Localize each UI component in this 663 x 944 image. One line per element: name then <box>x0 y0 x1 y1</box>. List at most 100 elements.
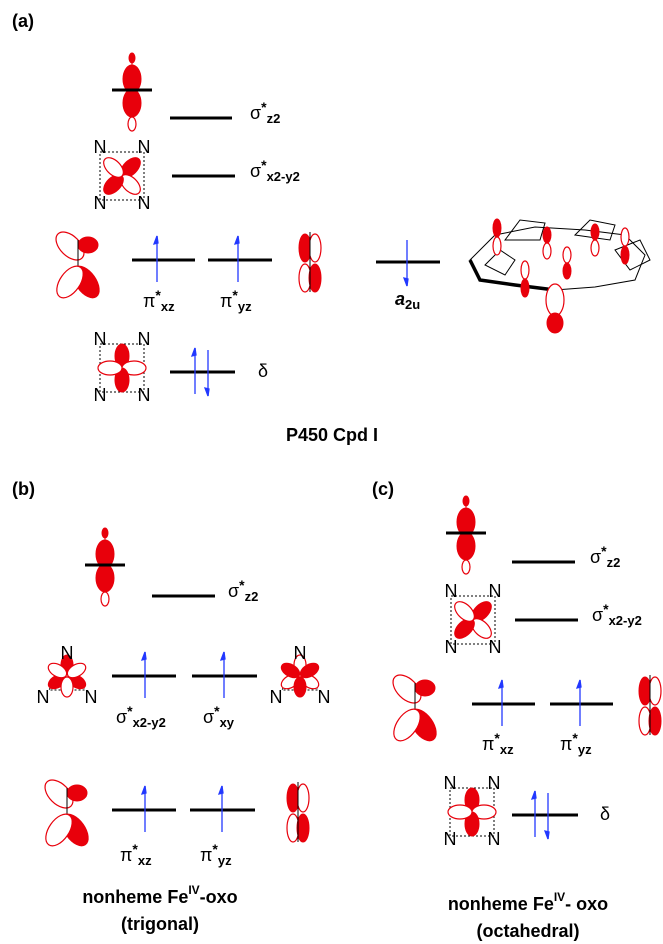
title-text: P450 Cpd I <box>286 425 378 445</box>
trigonal-orbital: NNN <box>270 643 331 707</box>
atom: N <box>489 637 502 657</box>
level-label: σ*x2-y2 <box>592 601 642 629</box>
symbol: σ <box>116 707 127 727</box>
atom: N <box>37 687 50 707</box>
atom: N <box>138 193 151 213</box>
symbol: σ <box>250 161 261 181</box>
dz2-orbital <box>85 528 125 606</box>
symbol: σ <box>590 547 601 567</box>
level-label: σ*z2 <box>250 99 280 127</box>
sub: x2-y2 <box>609 613 642 628</box>
atom: N <box>138 329 151 349</box>
level-label: π*yz <box>560 730 592 758</box>
symbol: π <box>200 845 212 865</box>
lobe <box>448 805 472 819</box>
panel-subtitle: (trigonal) <box>121 914 199 934</box>
symbol: π <box>120 845 132 865</box>
arrow-head <box>205 388 209 396</box>
sub: x2-y2 <box>267 169 300 184</box>
diagram: (a)NNNNNNNNσ*z2σ*x2-y2π*xzπ*yza2uδP450 C… <box>0 0 663 944</box>
sub: z2 <box>607 555 621 570</box>
lobe <box>78 237 98 253</box>
arrow-head <box>219 786 223 794</box>
porphyrin <box>470 219 650 333</box>
atom: N <box>138 385 151 405</box>
arrow-head <box>404 278 408 286</box>
atom: N <box>270 687 283 707</box>
lobe <box>297 784 309 812</box>
lobe <box>67 785 87 801</box>
square-orbital: N N N N <box>94 137 151 213</box>
square-orbital: NNNN <box>94 329 151 405</box>
arrow-head <box>577 680 581 688</box>
atom: N <box>94 193 107 213</box>
atom: N <box>444 829 457 849</box>
arrow-head <box>154 236 158 244</box>
lobe <box>415 680 435 696</box>
dxz-orbital <box>40 775 94 851</box>
atom: N <box>488 773 501 793</box>
lobe <box>297 814 309 842</box>
atom: N <box>94 385 107 405</box>
sub: z2 <box>267 111 281 126</box>
lobe <box>649 707 661 735</box>
symbol: δ <box>258 361 268 381</box>
atom: N <box>94 137 107 157</box>
atom: N <box>444 773 457 793</box>
level-label: π*yz <box>220 287 252 315</box>
panel-label: (c) <box>372 479 394 499</box>
atom: N <box>138 137 151 157</box>
arrow-head <box>545 831 549 839</box>
lobe <box>129 53 135 63</box>
sub: xz <box>138 853 152 868</box>
sub: xz <box>161 299 175 314</box>
arrow-head <box>192 348 196 356</box>
level-label: π*xz <box>120 841 152 869</box>
level-label: π*yz <box>200 841 232 869</box>
atom: N <box>318 687 331 707</box>
level-label: δ <box>600 804 610 824</box>
lobe <box>128 117 136 131</box>
atom: N <box>445 581 458 601</box>
panel-title: nonheme FeIV-oxo <box>82 883 237 907</box>
sub: xy <box>220 715 235 730</box>
dz2-orbital <box>112 53 152 131</box>
symbol: σ <box>228 581 239 601</box>
panel-title: nonheme FeIV- oxo <box>448 890 608 914</box>
dxz-orbital <box>388 670 442 746</box>
panel-subtitle: (octahedral) <box>476 921 579 941</box>
symbol: π <box>482 734 494 754</box>
symbol: σ <box>203 707 214 727</box>
lobe <box>102 528 108 538</box>
arrow-head <box>221 652 225 660</box>
lobe <box>462 560 470 574</box>
lobe <box>96 564 114 592</box>
level-label: σ*z2 <box>590 543 620 571</box>
atom: N <box>61 643 74 663</box>
lobe <box>61 677 73 697</box>
dyz-orbital <box>287 782 309 842</box>
title-text: nonheme Fe <box>82 887 188 907</box>
symbol: π <box>143 291 155 311</box>
arrow-head <box>499 680 503 688</box>
sub: yz <box>218 853 232 868</box>
arrow-head <box>532 791 536 799</box>
arrow-head <box>142 786 146 794</box>
symbol: π <box>220 291 232 311</box>
lobe <box>309 264 321 292</box>
title-sup: IV <box>188 883 199 897</box>
level-label: π*xz <box>482 730 514 758</box>
lobe <box>309 234 321 262</box>
level-label: δ <box>258 361 268 381</box>
level-label: σ*z2 <box>228 577 258 605</box>
sub: z2 <box>245 589 259 604</box>
atom: N <box>489 581 502 601</box>
lobe <box>98 361 122 375</box>
level-label: σ*x2-y2 <box>116 703 166 731</box>
lobe <box>649 677 661 705</box>
lobe <box>457 532 475 560</box>
panel-label: (a) <box>12 11 34 31</box>
panel-label: (b) <box>12 479 35 499</box>
